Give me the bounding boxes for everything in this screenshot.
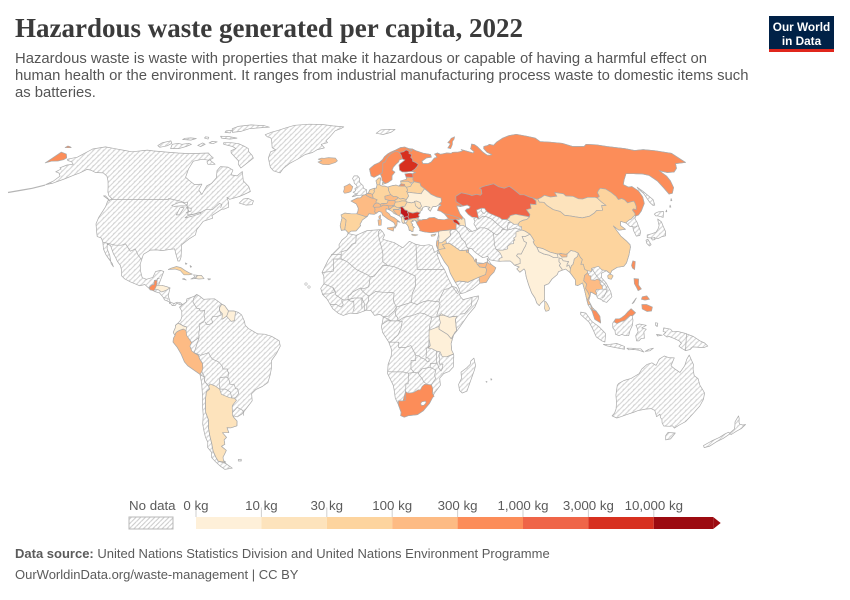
svg-text:10,000 kg: 10,000 kg xyxy=(625,498,683,513)
svg-text:0 kg: 0 kg xyxy=(183,498,208,513)
svg-text:30 kg: 30 kg xyxy=(311,498,344,513)
svg-text:1,000 kg: 1,000 kg xyxy=(497,498,548,513)
svg-text:300 kg: 300 kg xyxy=(438,498,478,513)
svg-text:100 kg: 100 kg xyxy=(372,498,412,513)
svg-text:3,000 kg: 3,000 kg xyxy=(563,498,614,513)
svg-text:No data: No data xyxy=(129,498,176,513)
svg-text:10 kg: 10 kg xyxy=(245,498,278,513)
